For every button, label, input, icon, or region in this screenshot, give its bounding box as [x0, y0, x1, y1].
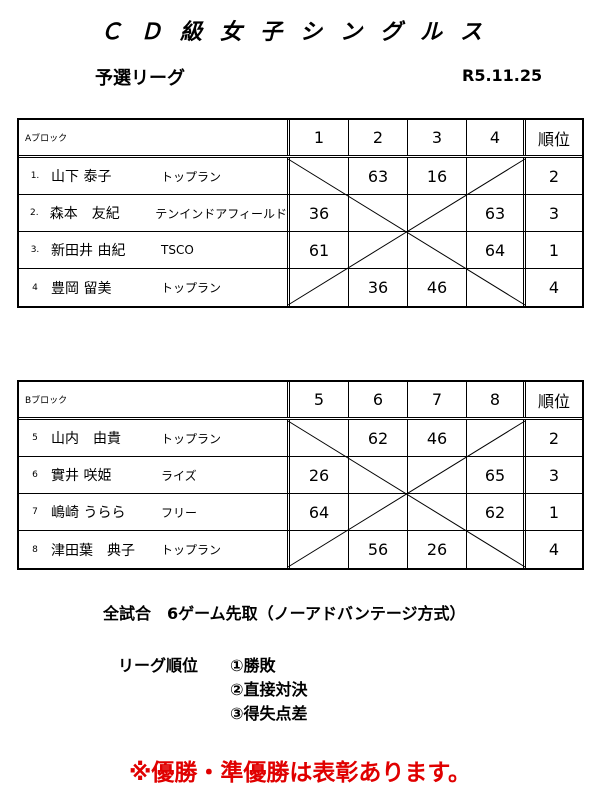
- player-club: TSCO: [161, 243, 194, 257]
- score-cell: 16: [408, 158, 467, 194]
- player-name: 津田葉 典子: [51, 542, 135, 559]
- player-number: 2.: [30, 208, 39, 218]
- player-club: トップラン: [161, 431, 222, 446]
- player-club: トップラン: [161, 169, 222, 184]
- table-header: Bブロック 5 6 7 8 順位: [19, 382, 582, 420]
- match-format: 全試合 6ゲーム先取（ノーアドバンテージ方式）: [103, 604, 466, 623]
- player-number: 5: [32, 433, 38, 443]
- score-cell: [467, 158, 526, 194]
- score-cell: [290, 158, 349, 194]
- score-cell: [349, 494, 408, 530]
- player-name: 山内 由貴: [51, 431, 121, 447]
- player-number: 1.: [30, 171, 40, 181]
- table-row: 1. 山下 泰子 トップラン 63 16 2: [19, 158, 582, 195]
- table-row: 7 嶋崎 うらら フリー 64 62 1: [19, 494, 582, 531]
- score-cell: [408, 232, 467, 268]
- score-cell: [467, 420, 526, 456]
- score-cell: 62: [349, 420, 408, 456]
- score-cell: 26: [290, 457, 349, 493]
- award-notice: ※優勝・準優勝は表彰あります。: [128, 760, 472, 786]
- score-cell: [467, 269, 526, 306]
- score-cell: 36: [349, 269, 408, 306]
- column-header: 3: [408, 120, 467, 155]
- ranking-label: リーグ順位: [118, 656, 199, 675]
- player-club: トップラン: [161, 543, 222, 557]
- rank-cell: 3: [548, 203, 560, 223]
- league-table-b: Bブロック 5 6 7 8 順位 5 山内 由貴 トップラン 62 46 2 6 實井 咲姫 ライズ 26 65…: [17, 380, 584, 570]
- column-header: 8: [467, 382, 526, 417]
- player-club: テンインドアフィールド: [155, 206, 287, 221]
- score-cell: [290, 269, 349, 306]
- score-cell: [349, 195, 408, 231]
- player-number: 4: [32, 282, 38, 293]
- rank-cell: 1: [548, 240, 560, 260]
- score-cell: 36: [290, 195, 349, 231]
- score-cell: [408, 195, 467, 231]
- player-number: 6: [32, 470, 38, 480]
- player-name: 豊岡 留美: [51, 280, 112, 297]
- table-row: 4 豊岡 留美 トップラン 36 46 4: [19, 269, 582, 306]
- score-cell: 63: [349, 158, 408, 194]
- score-cell: [349, 457, 408, 493]
- score-cell: 56: [349, 531, 408, 568]
- column-header: 1: [290, 120, 349, 155]
- date: R5.11.25: [462, 66, 543, 85]
- table-row: 5 山内 由貴 トップラン 62 46 2: [19, 420, 582, 457]
- rank-cell: 2: [548, 428, 560, 448]
- player-number: 7: [32, 507, 38, 517]
- table-row: 2. 森本 友紀 テンインドアフィールド 36 63 3: [19, 195, 582, 232]
- player-name: 森本 友紀: [49, 206, 120, 222]
- column-header: 4: [467, 120, 526, 155]
- subtitle: 予選リーグ: [95, 68, 185, 89]
- page-title: ＣＤ級女子シングルス: [99, 20, 500, 45]
- player-name: 新田井 由紀: [51, 243, 126, 259]
- score-cell: 63: [467, 195, 526, 231]
- table-row: 3. 新田井 由紀 TSCO 61 64 1: [19, 232, 582, 269]
- table-row: 8 津田葉 典子 トップラン 56 26 4: [19, 531, 582, 568]
- block-label: Aブロック: [25, 134, 68, 144]
- rank-cell: 4: [548, 540, 560, 559]
- player-number: 8: [32, 544, 38, 555]
- column-header: 7: [408, 382, 467, 417]
- player-club: ライズ: [161, 468, 197, 483]
- score-cell: [290, 531, 349, 568]
- score-cell: 26: [408, 531, 467, 568]
- rank-cell: 2: [548, 166, 560, 186]
- score-cell: 64: [290, 494, 349, 530]
- criterion-1: ①勝敗: [230, 656, 276, 675]
- league-table-a: Aブロック 1 2 3 4 順位 1. 山下 泰子 トップラン 63 16 2 2. 森本 友紀 テンインド…: [17, 118, 584, 308]
- score-cell: [290, 420, 349, 456]
- column-header: 5: [290, 382, 349, 417]
- score-cell: [467, 531, 526, 568]
- score-cell: 64: [467, 232, 526, 268]
- table-header: Aブロック 1 2 3 4 順位: [19, 120, 582, 158]
- block-label: Bブロック: [25, 396, 68, 406]
- rank-cell: 3: [548, 465, 560, 485]
- rank-header: 順位: [537, 391, 570, 411]
- criterion-2: ②直接対決: [230, 680, 308, 699]
- player-name: 嶋崎 うらら: [51, 505, 126, 521]
- player-club: トップラン: [161, 281, 222, 295]
- score-cell: 62: [467, 494, 526, 530]
- score-cell: [408, 457, 467, 493]
- player-name: 山下 泰子: [51, 169, 112, 185]
- score-cell: 46: [408, 420, 467, 456]
- criterion-3: ③得失点差: [230, 704, 308, 723]
- score-cell: 61: [290, 232, 349, 268]
- rank-cell: 1: [548, 502, 560, 522]
- score-cell: [349, 232, 408, 268]
- player-number: 3.: [30, 245, 40, 255]
- player-club: フリー: [161, 505, 198, 520]
- table-row: 6 實井 咲姫 ライズ 26 65 3: [19, 457, 582, 494]
- player-name: 實井 咲姫: [51, 468, 112, 484]
- score-cell: 46: [408, 269, 467, 306]
- column-header: 2: [349, 120, 408, 155]
- rank-cell: 4: [548, 278, 560, 297]
- rank-header: 順位: [537, 129, 570, 149]
- score-cell: [408, 494, 467, 530]
- column-header: 6: [349, 382, 408, 417]
- score-cell: 65: [467, 457, 526, 493]
